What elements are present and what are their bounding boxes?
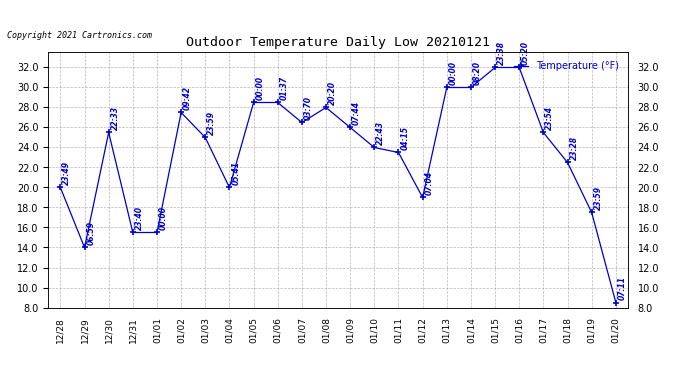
- Text: 07:44: 07:44: [352, 101, 361, 125]
- Text: 09:42: 09:42: [183, 86, 192, 110]
- Text: 04:15: 04:15: [400, 126, 409, 150]
- Text: 00:00: 00:00: [255, 76, 264, 100]
- Text: 07:11: 07:11: [618, 276, 627, 300]
- Text: 23:28: 23:28: [569, 136, 578, 160]
- Text: 08:20: 08:20: [473, 61, 482, 85]
- Text: 23:40: 23:40: [135, 206, 144, 230]
- Text: 23:49: 23:49: [62, 161, 71, 185]
- Text: 00:00: 00:00: [159, 206, 168, 230]
- Text: 07:04: 07:04: [424, 171, 433, 195]
- Text: 23:54: 23:54: [545, 106, 554, 130]
- Text: 23:38: 23:38: [497, 41, 506, 65]
- Text: 05:41: 05:41: [231, 161, 240, 185]
- Text: 01:37: 01:37: [279, 76, 288, 100]
- Text: 23:59: 23:59: [593, 186, 602, 210]
- Text: 23:59: 23:59: [207, 111, 216, 135]
- Text: 05:20: 05:20: [521, 41, 530, 65]
- Text: 20:20: 20:20: [328, 81, 337, 105]
- Text: 06:59: 06:59: [86, 221, 95, 245]
- Text: 22:33: 22:33: [110, 106, 119, 130]
- Text: 22:43: 22:43: [376, 121, 385, 145]
- Text: 03:70: 03:70: [304, 96, 313, 120]
- Text: 00:00: 00:00: [448, 61, 457, 85]
- Text: Copyright 2021 Cartronics.com: Copyright 2021 Cartronics.com: [7, 30, 152, 39]
- Legend: Temperature (°F): Temperature (°F): [510, 57, 623, 75]
- Title: Outdoor Temperature Daily Low 20210121: Outdoor Temperature Daily Low 20210121: [186, 36, 490, 48]
